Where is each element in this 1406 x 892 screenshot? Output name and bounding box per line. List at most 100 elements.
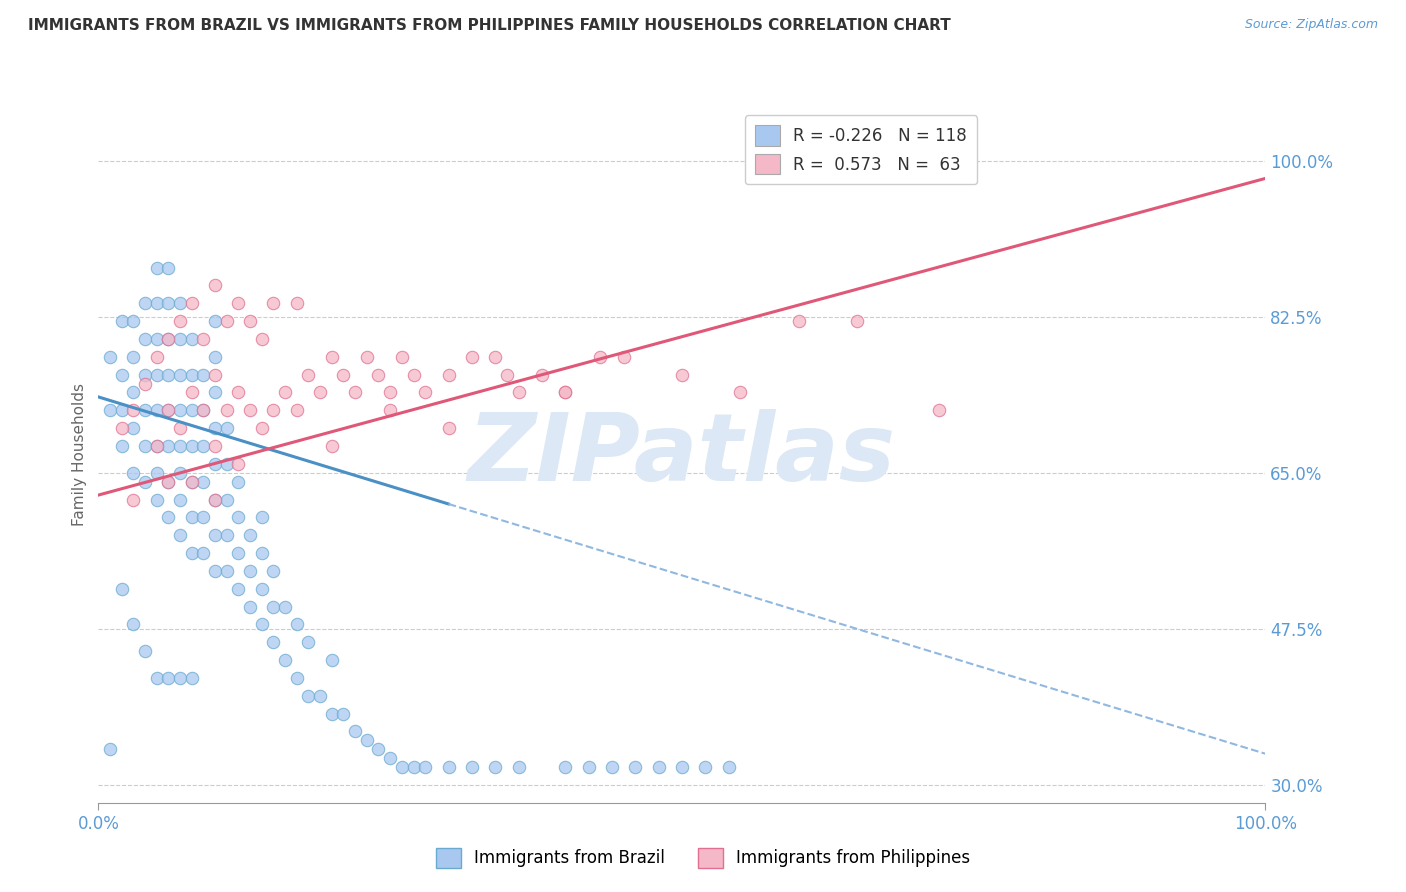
Point (193, 332, 215, 346)
Point (193, 510, 215, 524)
Point (495, 368, 517, 382)
Point (157, 260, 180, 275)
Point (122, 403, 145, 417)
Point (391, 350, 413, 364)
Point (321, 350, 343, 364)
Point (262, 599, 284, 614)
Point (193, 546, 215, 560)
Point (391, 760, 413, 774)
Point (554, 385, 576, 400)
Point (508, 385, 530, 400)
Point (378, 751, 402, 765)
Point (98, 403, 121, 417)
Point (239, 564, 262, 578)
Point (180, 368, 202, 382)
Point (554, 760, 576, 774)
Point (204, 492, 226, 507)
Point (134, 376, 156, 391)
Point (146, 492, 169, 507)
Point (297, 689, 319, 703)
Text: IMMIGRANTS FROM BRAZIL VS IMMIGRANTS FROM PHILIPPINES FAMILY HOUSEHOLDS CORRELAT: IMMIGRANTS FROM BRAZIL VS IMMIGRANTS FRO… (28, 18, 950, 33)
Point (250, 421, 273, 435)
Point (846, 314, 869, 328)
Point (169, 466, 191, 480)
Point (193, 368, 215, 382)
Point (437, 760, 460, 774)
Point (695, 760, 717, 774)
Point (146, 466, 169, 480)
Point (134, 439, 156, 453)
Point (169, 439, 191, 453)
Point (157, 439, 180, 453)
Point (274, 599, 297, 614)
Point (228, 582, 250, 596)
Point (554, 385, 576, 400)
Point (169, 421, 191, 435)
Point (215, 403, 238, 417)
Point (157, 368, 180, 382)
Point (122, 492, 145, 507)
Point (134, 332, 156, 346)
Point (180, 385, 202, 400)
Point (204, 385, 226, 400)
Point (309, 689, 332, 703)
Point (309, 385, 332, 400)
Point (134, 368, 156, 382)
Point (332, 368, 354, 382)
Point (297, 635, 319, 649)
Point (169, 314, 191, 328)
Point (111, 368, 134, 382)
Point (402, 368, 425, 382)
Point (624, 760, 647, 774)
Point (157, 475, 180, 489)
Point (204, 368, 226, 382)
Point (228, 510, 250, 524)
Point (344, 385, 367, 400)
Point (671, 760, 693, 774)
Point (204, 528, 226, 542)
Point (193, 475, 215, 489)
Point (204, 421, 226, 435)
Point (169, 296, 191, 310)
Point (157, 296, 180, 310)
Point (134, 475, 156, 489)
Point (122, 385, 145, 400)
Point (530, 368, 553, 382)
Point (169, 332, 191, 346)
Point (157, 671, 180, 685)
Point (402, 760, 425, 774)
Point (122, 350, 145, 364)
Point (356, 350, 378, 364)
Point (484, 760, 506, 774)
Point (787, 314, 810, 328)
Point (122, 466, 145, 480)
Point (193, 439, 215, 453)
Point (297, 368, 319, 382)
Point (717, 760, 740, 774)
Point (111, 421, 134, 435)
Point (274, 385, 297, 400)
Point (169, 528, 191, 542)
Point (250, 617, 273, 632)
Point (98, 742, 121, 756)
Point (461, 760, 484, 774)
Point (180, 403, 202, 417)
Point (321, 439, 343, 453)
Point (146, 439, 169, 453)
Point (367, 742, 389, 756)
Point (285, 617, 308, 632)
Point (647, 760, 669, 774)
Point (215, 314, 238, 328)
Point (204, 457, 226, 471)
Point (928, 403, 950, 417)
Point (180, 475, 202, 489)
Point (180, 475, 202, 489)
Point (262, 403, 284, 417)
Point (344, 724, 367, 739)
Point (215, 528, 238, 542)
Point (671, 368, 693, 382)
Point (169, 492, 191, 507)
Point (437, 368, 460, 382)
Point (122, 421, 145, 435)
Point (122, 314, 145, 328)
